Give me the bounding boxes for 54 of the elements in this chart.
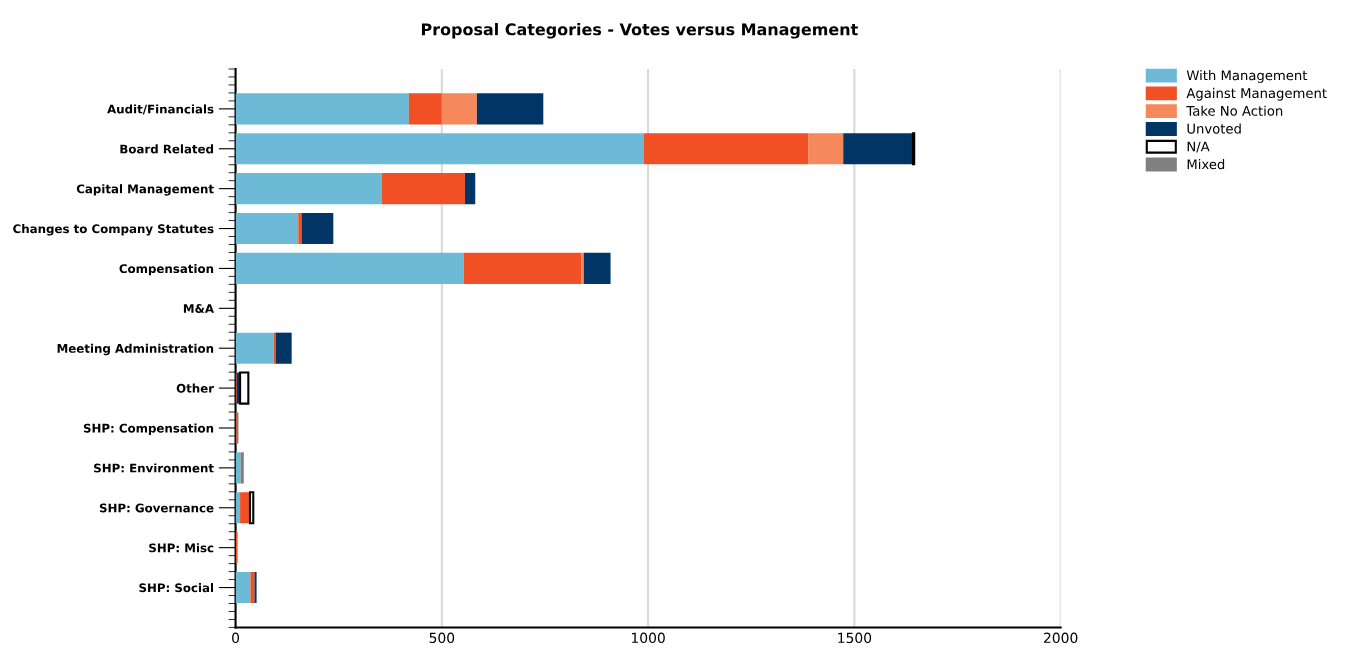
y-tick-label: Compensation	[119, 263, 214, 276]
y-tick-label: SHP: Governance	[99, 503, 214, 513]
legend-label: Against Management	[1186, 87, 1327, 101]
bar	[235, 212, 299, 245]
y-tick-label: M&A	[183, 304, 214, 313]
x-tick-label: 1500	[838, 632, 872, 644]
legend-label: With Management	[1186, 70, 1308, 83]
bar	[235, 571, 251, 604]
bar	[235, 252, 464, 284]
x-tick-label: 0	[232, 632, 240, 644]
bar	[464, 173, 476, 205]
bar	[275, 332, 292, 364]
bar	[808, 133, 844, 165]
legend-label: N/A	[1187, 141, 1210, 153]
bar	[583, 252, 611, 284]
bar	[408, 93, 442, 125]
y-tick-label: SHP: Compensation	[83, 423, 214, 435]
bar	[381, 173, 465, 205]
y-tick-label: SHP: Environment	[94, 463, 214, 473]
bar	[248, 491, 255, 525]
y-tick-label: Changes to Company Statutes	[13, 224, 214, 236]
y-tick-label: Other	[176, 383, 214, 393]
bar	[254, 571, 257, 604]
legend-label: Unvoted	[1187, 123, 1241, 134]
chart-title: Proposal Categories - Votes versus Management	[421, 23, 858, 39]
bar	[239, 371, 250, 405]
x-tick-label: 2000	[1043, 632, 1078, 644]
bar	[235, 332, 274, 364]
x-tick-label: 1000	[631, 632, 665, 644]
bar	[240, 492, 250, 524]
y-tick-label: Meeting Administration	[57, 343, 214, 356]
bar	[235, 452, 241, 484]
y-tick-label: Audit/Financials	[107, 104, 214, 115]
bar	[235, 532, 238, 564]
bar	[581, 252, 584, 284]
bar	[643, 133, 809, 165]
legend-label: Take No Action	[1186, 105, 1283, 116]
bar	[250, 571, 255, 604]
y-tick-label: SHP: Misc	[149, 543, 214, 553]
bar	[301, 212, 334, 245]
bar	[476, 93, 544, 125]
bar	[235, 93, 409, 125]
y-tick-label: Capital Management	[76, 184, 214, 196]
bar	[298, 212, 302, 245]
bar	[235, 133, 644, 165]
y-tick-label: Board Related	[120, 144, 214, 154]
bar	[843, 133, 913, 165]
legend-label: Mixed	[1187, 159, 1225, 170]
bar	[441, 93, 477, 125]
bar	[463, 252, 582, 284]
y-tick-label: SHP: Social	[139, 583, 214, 593]
bar	[235, 173, 382, 205]
bar	[240, 452, 244, 484]
x-tick-label: 500	[429, 632, 455, 644]
